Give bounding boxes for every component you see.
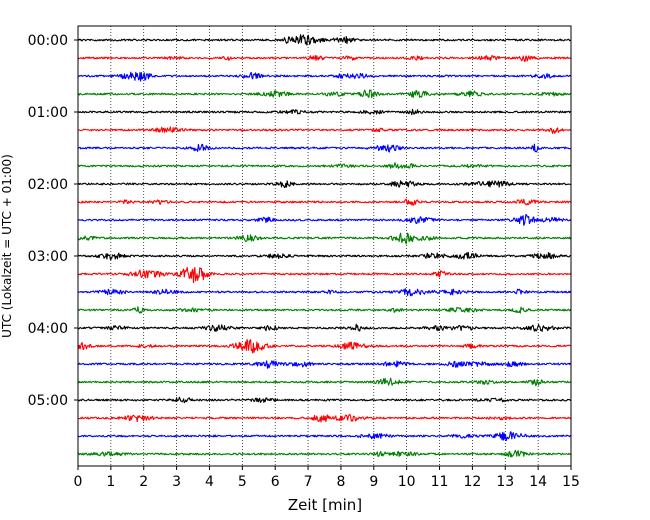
trace-line: [77, 431, 572, 442]
x-tick-label: 10: [398, 474, 416, 490]
trace-line: [77, 34, 572, 46]
trace-line: [77, 339, 572, 354]
trace-line: [77, 232, 572, 245]
x-tick-label: 5: [238, 474, 247, 490]
y-tick-label: 00:00: [28, 33, 68, 49]
x-tick-label: 3: [172, 474, 181, 490]
x-tick-label: 11: [431, 474, 449, 490]
x-tick-label: 12: [463, 474, 481, 490]
y-axis-ticks: 00:00 01:00 02:00 03:00 04:00 05:00: [28, 33, 78, 409]
trace-line: [77, 214, 572, 226]
trace-line: [77, 449, 572, 458]
trace-line: [77, 71, 572, 82]
trace-line: [77, 323, 572, 333]
grid-lines: [110, 26, 539, 466]
x-tick-label: 1: [106, 474, 115, 490]
x-axis-ticks: 0 1 2 3 4 5 6 7 8 9 10 11 12 13 14 15: [74, 466, 580, 490]
trace-line: [77, 126, 572, 135]
y-axis-label: UTC (Lokalzeit = UTC + 01:00): [0, 154, 14, 338]
x-tick-label: 14: [529, 474, 547, 490]
x-axis-label: Zeit [min]: [288, 496, 362, 514]
x-tick-label: 4: [205, 474, 214, 490]
y-tick-label: 02:00: [28, 177, 68, 193]
seismogram-traces: [77, 34, 572, 458]
trace-line: [77, 108, 572, 116]
trace-line: [77, 413, 572, 423]
plot-frame: [77, 25, 572, 467]
x-tick-label: 9: [369, 474, 378, 490]
trace-line: [77, 89, 572, 99]
x-tick-label: 13: [496, 474, 514, 490]
trace-line: [77, 288, 572, 297]
y-tick-label: 04:00: [28, 321, 68, 337]
y-tick-label: 03:00: [28, 249, 68, 265]
x-tick-label: 15: [562, 474, 580, 490]
x-tick-label: 6: [271, 474, 280, 490]
trace-line: [77, 251, 572, 261]
x-tick-label: 7: [304, 474, 313, 490]
trace-line: [77, 143, 572, 153]
trace-line: [77, 198, 572, 206]
trace-line: [77, 54, 572, 62]
trace-line: [77, 180, 572, 189]
x-tick-label: 8: [336, 474, 345, 490]
trace-line: [77, 377, 572, 387]
trace-line: [77, 396, 572, 404]
y-tick-label: 05:00: [28, 393, 68, 409]
trace-line: [77, 360, 572, 369]
y-tick-label: 01:00: [28, 105, 68, 121]
x-tick-label: 2: [139, 474, 148, 490]
trace-line: [77, 266, 572, 284]
trace-line: [77, 162, 572, 169]
trace-line: [77, 306, 572, 314]
x-tick-label: 0: [74, 474, 83, 490]
